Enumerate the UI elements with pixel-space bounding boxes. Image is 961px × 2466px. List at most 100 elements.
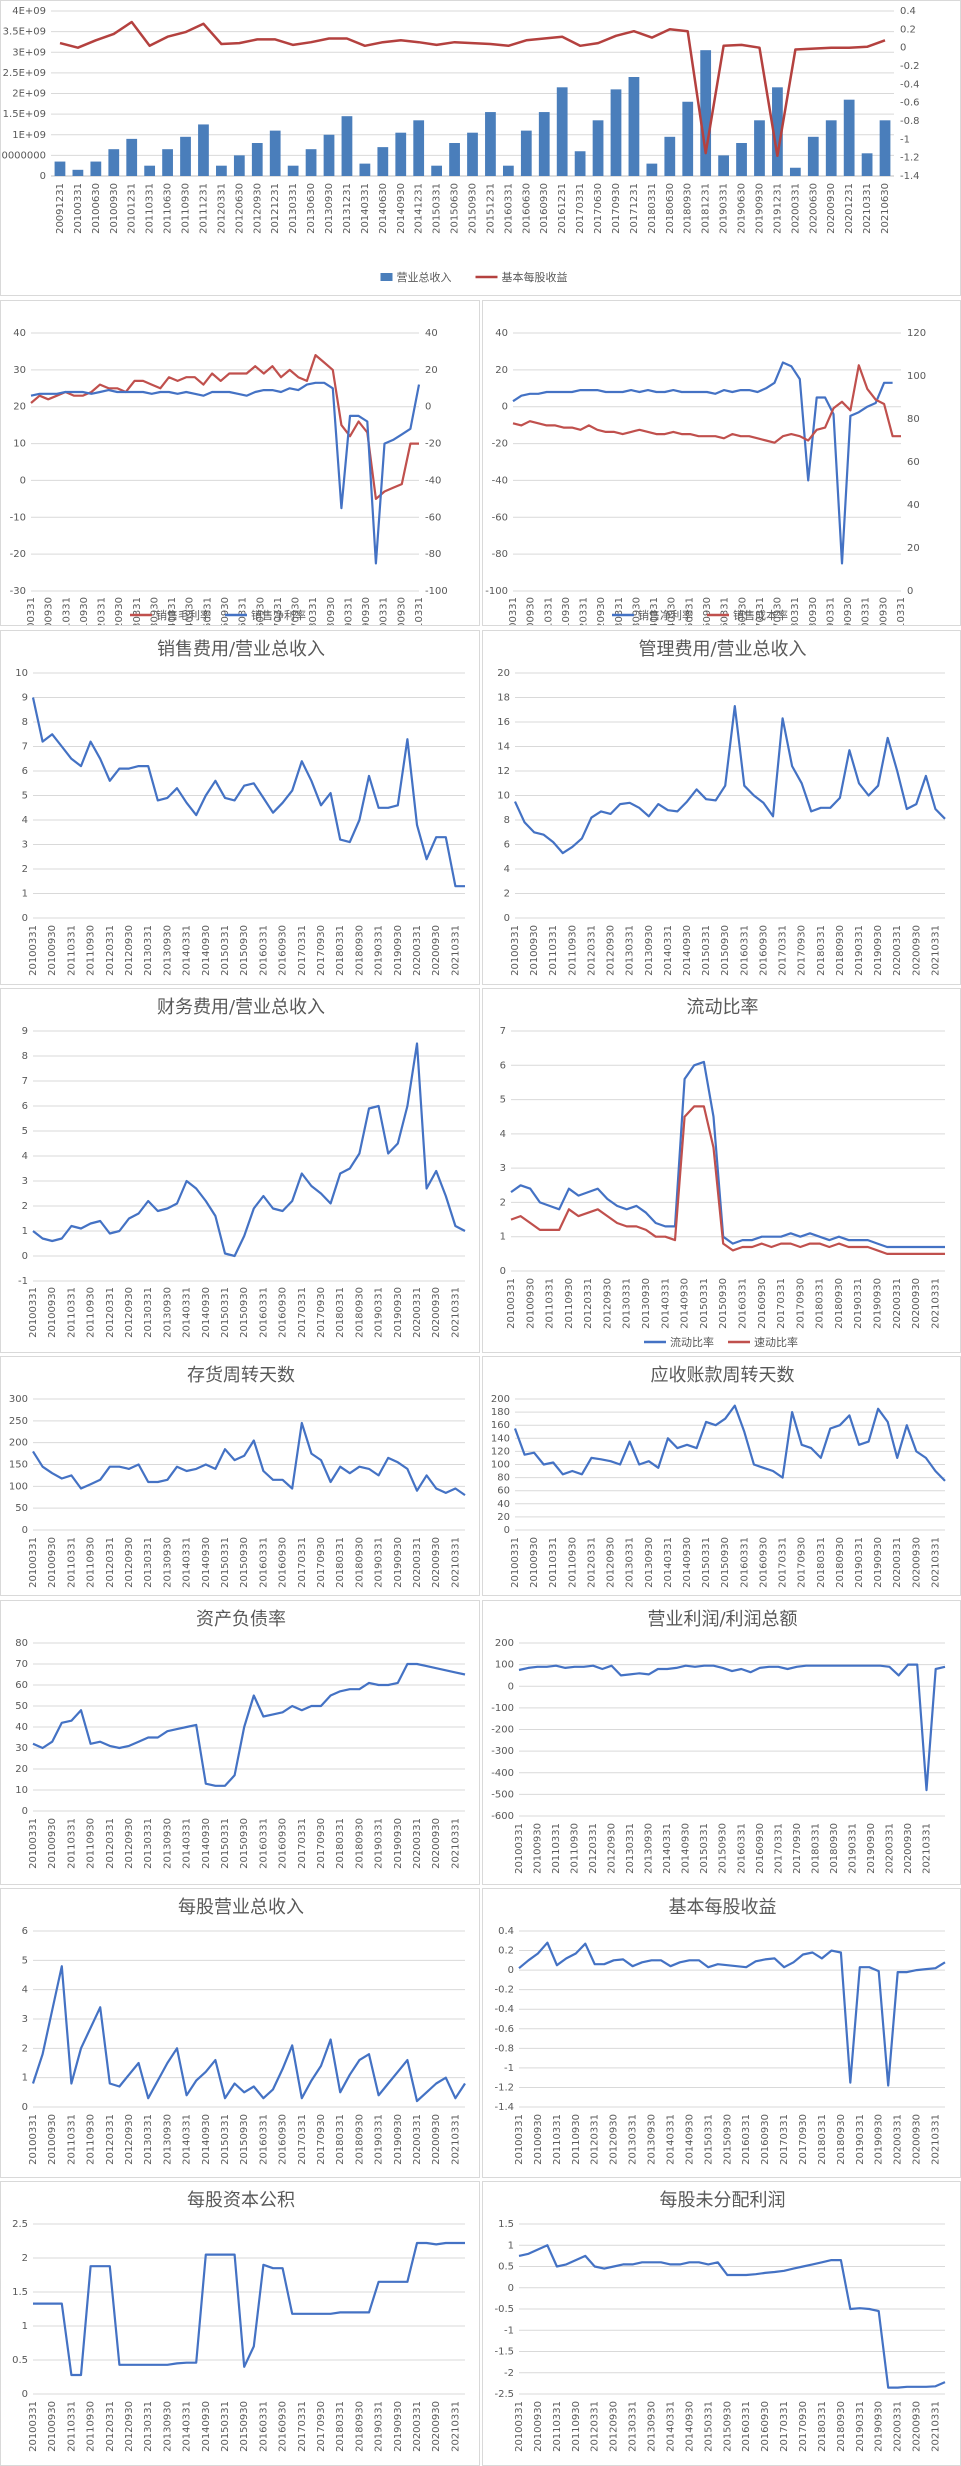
c2-ytick-label-right: -100 bbox=[425, 586, 448, 597]
c7-xtick-label: 20120930 bbox=[602, 1278, 613, 1329]
c11-xtick-label: 20150930 bbox=[718, 1823, 729, 1874]
c6-ytick-label: 0 bbox=[22, 1251, 28, 1262]
c6-xtick-label: 20140930 bbox=[201, 1287, 212, 1338]
bar-revenue bbox=[485, 112, 496, 176]
c9-xtick-label: 20100930 bbox=[529, 1537, 540, 1588]
c5-xtick-label: 20190930 bbox=[873, 925, 884, 976]
c1-xtick-label: 20151231 bbox=[485, 183, 496, 234]
c2-ytick-label-right: -40 bbox=[425, 475, 441, 486]
c3-ytick-label: -100 bbox=[485, 586, 508, 597]
c4-ytick-label: 8 bbox=[22, 717, 28, 728]
c12-xtick-label: 20150331 bbox=[220, 2114, 231, 2165]
c5-ytick-label: 16 bbox=[497, 717, 510, 728]
c10-xtick-label: 20100930 bbox=[47, 1818, 58, 1869]
c4-xtick-label: 20210331 bbox=[450, 925, 461, 976]
c10-xtick-label: 20190930 bbox=[393, 1818, 404, 1869]
c5-ytick-label: 8 bbox=[504, 815, 510, 826]
chart-panel-revenue-per-share: 每股营业总收入 0 1 2 3 4 5 6 20100331 20100930 20110331 20… bbox=[0, 1888, 480, 2178]
c7-xtick-label: 20160331 bbox=[737, 1278, 748, 1329]
c4-ytick-label: 3 bbox=[22, 840, 28, 851]
bar-revenue bbox=[287, 165, 299, 176]
c7-ytick-label: 2 bbox=[500, 1197, 506, 1208]
c13-xtick-label: 20120930 bbox=[609, 2114, 620, 2165]
c1-xtick-label: 20200331 bbox=[790, 183, 801, 234]
c9-xtick-label: 20120930 bbox=[606, 1537, 617, 1588]
c2-ytick-label-right: -20 bbox=[425, 439, 441, 450]
c12-ytick-label: 1 bbox=[22, 2073, 28, 2084]
c5-xtick-label: 20110930 bbox=[567, 925, 578, 976]
c13-xtick-label: 20150930 bbox=[722, 2114, 733, 2165]
c15-ytick-label: 1 bbox=[508, 2240, 514, 2251]
c2-xtick-label: 20160331 bbox=[238, 597, 249, 626]
c1-xtick-label: 20170630 bbox=[593, 183, 604, 234]
c8-xtick-label: 20120930 bbox=[124, 1537, 135, 1588]
c8-xtick-label: 20190331 bbox=[374, 1537, 385, 1588]
c8-xtick-label: 20110331 bbox=[66, 1537, 77, 1588]
c8-xtick-label: 20160331 bbox=[258, 1537, 269, 1588]
c3-ytick-label-right: 120 bbox=[907, 328, 926, 339]
c1-ytick-label-right: -0.6 bbox=[900, 98, 920, 109]
c13-xtick-label: 20100331 bbox=[514, 2114, 525, 2165]
c12-xtick-label: 20190331 bbox=[374, 2114, 385, 2165]
c1-xtick-label: 20190630 bbox=[737, 183, 748, 234]
c1-xtick-label: 20150331 bbox=[432, 183, 443, 234]
bar-revenue bbox=[843, 99, 855, 176]
c1-xtick-label: 20111231 bbox=[198, 183, 209, 234]
c15-xtick-label: 20170331 bbox=[779, 2401, 790, 2452]
c15-xtick-label: 20190930 bbox=[874, 2401, 885, 2452]
c1-ytick-label-right: -1 bbox=[900, 134, 910, 145]
chart-panel-undistributed-profit-per-share: 每股未分配利润 -2.5 -2 -1.5 -1 -0.5 0 0.5 1 1.5 20100331 2… bbox=[482, 2181, 961, 2466]
c14-xtick-label: 20100930 bbox=[47, 2401, 58, 2452]
c8-xtick-label: 20150930 bbox=[239, 1537, 250, 1588]
c3-ytick-label-right: 80 bbox=[907, 414, 920, 425]
c2-ytick-label-right: -80 bbox=[425, 549, 441, 560]
c4-xtick-label: 20100331 bbox=[28, 925, 39, 976]
c15-ytick-label: 0.5 bbox=[498, 2262, 514, 2273]
bar-revenue bbox=[646, 163, 658, 176]
chart-panel-financial-expense: 财务费用/营业总收入 -1 0 1 2 3 4 5 6 7 8 9 20100331 20100930 20… bbox=[0, 988, 480, 1353]
c4-ytick-label: 5 bbox=[22, 791, 28, 802]
c7-xtick-label: 20110930 bbox=[564, 1278, 575, 1329]
c2-xtick-label: 20100331 bbox=[26, 597, 37, 626]
c2-xtick-label: 20180331 bbox=[308, 597, 319, 626]
c12-xtick-label: 20110331 bbox=[66, 2114, 77, 2165]
chart-gross-net-margin: -30-20-10010203040-100-80-60-40-20020402… bbox=[10, 328, 448, 626]
c15-ytick-label: 0 bbox=[508, 2283, 514, 2294]
c4-xtick-label: 20180331 bbox=[335, 925, 346, 976]
chart-panel-receivable-days: 应收账款周转天数 0 20 40 60 80 100 120 140 160 180 200 20100… bbox=[482, 1356, 961, 1596]
chart-title: 销售费用/营业总收入 bbox=[157, 639, 325, 660]
c12-ytick-label: 5 bbox=[22, 1955, 28, 1966]
c14-ytick-label: 2 bbox=[22, 2253, 28, 2264]
c8-ytick-label: 250 bbox=[9, 1416, 28, 1427]
c9-xtick-label: 20160331 bbox=[739, 1537, 750, 1588]
series-line-0 bbox=[33, 2241, 465, 2377]
c8-xtick-label: 20150331 bbox=[220, 1537, 231, 1588]
c3-xtick-label: 20110331 bbox=[543, 597, 554, 626]
c6-xtick-label: 20120331 bbox=[105, 1287, 116, 1338]
c3-ytick-label: -60 bbox=[492, 512, 508, 523]
chart-title: 每股营业总收入 bbox=[178, 1897, 304, 1918]
c1-xtick-label: 20200630 bbox=[808, 183, 819, 234]
chart-selling-expense: 销售费用/营业总收入 0 1 2 3 4 5 6 7 8 9 10 20100331 20100930 20… bbox=[15, 639, 465, 976]
c1-ytick-label: 3.5E+09 bbox=[3, 27, 46, 38]
c7-xtick-label: 20200331 bbox=[892, 1278, 903, 1329]
c9-xtick-label: 20120331 bbox=[586, 1537, 597, 1588]
c3-xtick-label: 20160331 bbox=[720, 597, 731, 626]
chart-title: 营业利润/利润总额 bbox=[647, 1609, 797, 1630]
c13-xtick-label: 20150331 bbox=[703, 2114, 714, 2165]
c6-xtick-label: 20170930 bbox=[316, 1287, 327, 1338]
c15-xtick-label: 20100930 bbox=[533, 2401, 544, 2452]
c15-xtick-label: 20210331 bbox=[931, 2401, 942, 2452]
c2-xtick-label: 20120331 bbox=[97, 597, 108, 626]
bar-revenue bbox=[700, 50, 712, 176]
c1-xtick-label: 20130630 bbox=[306, 183, 317, 234]
c13-xtick-label: 20130930 bbox=[647, 2114, 658, 2165]
c13-ytick-label: 0.4 bbox=[498, 1926, 514, 1937]
c8-xtick-label: 20140930 bbox=[201, 1537, 212, 1588]
series-line-0 bbox=[32, 1421, 466, 1497]
c1-xtick-label: 20140930 bbox=[396, 183, 407, 234]
bar-revenue bbox=[413, 120, 425, 176]
c7-xtick-label: 20180331 bbox=[815, 1278, 826, 1329]
c11-ytick-label: -400 bbox=[491, 1768, 514, 1779]
c6-ytick-label: 1 bbox=[22, 1226, 28, 1237]
